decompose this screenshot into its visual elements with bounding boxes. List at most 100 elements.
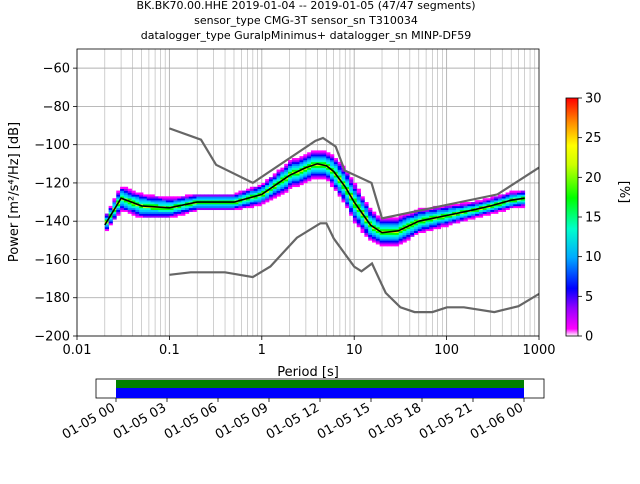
density-cell [352, 207, 358, 211]
density-cell [253, 198, 258, 201]
density-cell [104, 215, 110, 218]
density-cell [349, 188, 354, 191]
density-cell [490, 209, 495, 212]
density-cell [459, 209, 465, 212]
density-cell [478, 213, 484, 216]
density-cell [238, 207, 243, 211]
density-cell [455, 205, 461, 209]
density-cell [433, 226, 438, 230]
density-cell [356, 219, 361, 222]
density-cell [467, 213, 472, 216]
density-cell [517, 196, 522, 199]
density-cell [497, 205, 503, 209]
density-cell [513, 192, 518, 195]
density-cell [295, 179, 300, 182]
density-cell [215, 194, 220, 197]
density-cell [455, 209, 461, 212]
density-cell [417, 230, 423, 233]
density-cell [349, 207, 354, 211]
density-cell [230, 196, 235, 199]
density-cell [345, 177, 350, 180]
density-cell [142, 215, 148, 218]
density-cell [135, 202, 140, 205]
density-cell [318, 152, 323, 155]
density-cell [436, 211, 442, 214]
density-cell [120, 207, 125, 211]
density-cell [383, 238, 388, 241]
density-cell [272, 179, 277, 182]
density-cell [352, 211, 358, 214]
density-cell [162, 213, 167, 216]
density-cell [391, 228, 396, 232]
density-cell [288, 184, 293, 188]
density-cell [284, 171, 289, 174]
density-cell [368, 225, 373, 228]
density-cell [288, 163, 293, 167]
density-cell [276, 182, 281, 186]
density-cell [318, 154, 323, 157]
density-cell [356, 217, 361, 220]
density-cell [135, 194, 140, 197]
density-cell [181, 196, 186, 199]
density-cell [188, 203, 194, 207]
density-cell [238, 202, 243, 205]
density-cell [131, 205, 136, 209]
density-cell [314, 171, 319, 174]
density-cell [249, 205, 255, 209]
density-cell [139, 192, 144, 195]
density-cell [463, 217, 468, 220]
density-cell [307, 156, 312, 159]
density-cell [326, 173, 331, 176]
density-cell [330, 154, 335, 157]
density-cell [421, 226, 426, 230]
density-cell [364, 223, 369, 226]
density-cell [375, 217, 381, 220]
density-cell [372, 238, 377, 241]
density-cell [368, 211, 373, 214]
density-cell [261, 196, 266, 199]
density-cell [394, 230, 400, 233]
density-cell [318, 167, 323, 170]
density-cell [410, 213, 415, 216]
timeline-tick-label: 01-05 15 [315, 400, 373, 442]
density-cell [123, 190, 129, 193]
density-cell [322, 159, 327, 163]
density-cell [215, 196, 220, 199]
density-cell [398, 215, 403, 218]
density-cell [330, 165, 335, 168]
density-cell [284, 163, 289, 167]
density-cell [192, 200, 197, 203]
density-cell [108, 221, 113, 224]
density-cell [116, 194, 121, 197]
density-cell [318, 158, 323, 161]
density-cell [433, 225, 438, 228]
density-cell [330, 181, 335, 184]
density-cell [379, 244, 384, 247]
density-cell [200, 194, 205, 197]
density-cell [372, 215, 377, 218]
density-cell [181, 211, 186, 214]
density-cell [368, 232, 373, 235]
density-cell [223, 205, 228, 209]
density-cell [402, 230, 407, 233]
density-cell [455, 221, 461, 224]
density-cell [310, 158, 316, 161]
density-cell [417, 226, 423, 230]
density-cell [112, 209, 117, 212]
density-cell [322, 158, 327, 161]
density-cell [417, 207, 423, 211]
density-cell [387, 234, 392, 237]
density-cell [360, 202, 365, 205]
density-cell [184, 200, 190, 203]
density-cell [307, 179, 312, 182]
density-cell [207, 198, 213, 201]
density-cell [131, 209, 136, 212]
density-cell [123, 188, 129, 191]
density-cell [379, 226, 384, 230]
density-cell [463, 207, 468, 211]
density-cell [413, 223, 419, 226]
density-cell [295, 165, 300, 168]
density-cell [402, 215, 407, 218]
density-cell [265, 181, 270, 184]
density-cell [268, 184, 274, 188]
